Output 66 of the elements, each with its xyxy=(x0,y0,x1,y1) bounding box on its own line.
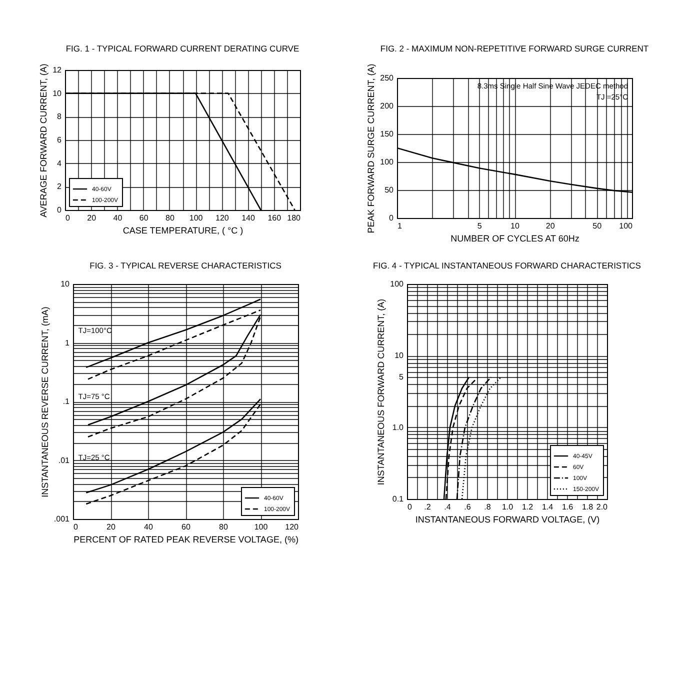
y-axis-title: PEAK FORWARD SURGE CURRENT, (A) xyxy=(366,64,376,234)
x-tick-label: .2 xyxy=(424,502,432,512)
x-tick-label: 80 xyxy=(218,522,228,532)
y-tick-label: 5 xyxy=(399,372,404,382)
y-tick-label: .01 xyxy=(58,456,70,465)
y-tick-label: .1 xyxy=(62,397,70,406)
y-axis-title: AVERAGE FORWARD CURRENT, (A) xyxy=(38,64,48,218)
y-tick-label: 4 xyxy=(56,158,62,168)
y-tick-label: 0 xyxy=(56,206,62,214)
x-tick-label: 60 xyxy=(181,522,190,532)
y-tick-label: 10 xyxy=(60,280,70,288)
y-tick-label: 100 xyxy=(380,158,394,166)
y-tick-label: 150 xyxy=(380,130,394,138)
x-tick-label: 1.8 xyxy=(582,502,594,512)
y-tick-label: .001 xyxy=(53,514,70,524)
y-tick-label: 100 xyxy=(390,280,404,288)
x-tick-label: 40 xyxy=(112,214,122,222)
x-tick-label: 100 xyxy=(254,522,268,532)
x-tick-label: 20 xyxy=(106,522,116,532)
x-tick-label: 40 xyxy=(144,522,153,532)
x-tick-label: .4 xyxy=(444,502,452,512)
y-axis-title: INSTANTANEOUS REVERSE CURRENT, (mA) xyxy=(39,306,50,498)
chart-title: FIG. 3 - TYPICAL REVERSE CHARACTERISTICS xyxy=(89,260,282,270)
x-tick-label: 1.0 xyxy=(502,502,514,512)
x-tick-label: 180 xyxy=(286,214,301,222)
x-tick-label: 1.2 xyxy=(522,502,534,512)
x-tick-label: 10 xyxy=(510,222,520,230)
y-tick-label: 8 xyxy=(56,112,62,122)
x-tick-label: 60 xyxy=(138,214,148,222)
chart-title: FIG. 2 - MAXIMUM NON-REPETITIVE FORWARD SURGE CURRENT xyxy=(380,44,648,54)
x-tick-label: 50 xyxy=(592,222,602,230)
x-tick-label: 100 xyxy=(188,214,203,222)
y-tick-label: 12 xyxy=(52,66,62,74)
x-axis-title: NUMBER OF CYCLES AT 60Hz xyxy=(450,234,580,244)
y-tick-label: 6 xyxy=(56,136,62,144)
x-axis-title: CASE TEMPERATURE, ( °C ) xyxy=(122,226,243,236)
x-tick-label: 0 xyxy=(73,522,78,532)
x-tick-label: 20 xyxy=(86,214,96,222)
x-tick-label: 1.4 xyxy=(542,502,554,512)
x-tick-label: 140 xyxy=(241,214,255,222)
x-tick-label: 0 xyxy=(408,502,412,512)
y-tick-label: 250 xyxy=(380,74,394,82)
x-tick-label: 80 xyxy=(164,214,174,222)
y-tick-label: 10 xyxy=(52,88,62,98)
y-tick-label: 1.0 xyxy=(392,422,404,432)
x-tick-label: 20 xyxy=(545,222,555,230)
y-tick-label: 1 xyxy=(64,338,70,348)
x-tick-label: 120 xyxy=(284,522,299,532)
x-tick-label: 5 xyxy=(476,222,482,230)
x-axis-title: INSTANTANEOUS FORWARD VOLTAGE, (V) xyxy=(415,514,600,524)
y-tick-label: 50 xyxy=(384,186,394,194)
x-tick-label: 1.6 xyxy=(562,502,574,512)
x-tick-label: 100 xyxy=(618,222,633,230)
y-tick-label: 2 xyxy=(56,182,62,192)
x-axis-title: PERCENT OF RATED PEAK REVERSE VOLTAGE, (%) xyxy=(73,534,298,544)
y-tick-label: 200 xyxy=(380,102,394,110)
x-tick-label: 2.0 xyxy=(596,502,608,512)
y-tick-label: 10 xyxy=(394,351,404,360)
x-tick-label: .8 xyxy=(484,502,492,512)
x-tick-label: 120 xyxy=(214,214,229,222)
y-tick-label: 0.1 xyxy=(392,494,404,504)
chart-title: FIG. 4 - TYPICAL INSTANTANEOUS FORWARD CHARACTERISTICS xyxy=(373,260,642,270)
x-tick-label: .6 xyxy=(464,502,472,512)
y-axis-title: INSTANTANEOUS FORWARD CURRENT, (A) xyxy=(376,298,386,486)
x-tick-label: 160 xyxy=(267,214,282,222)
chart-title: FIG. 1 - TYPICAL FORWARD CURRENT DERATING CURVE xyxy=(65,44,299,54)
